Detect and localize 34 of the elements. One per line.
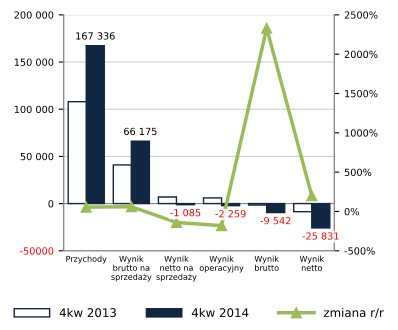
x-tick-label: Wynik operacyjny [200, 256, 244, 272]
x-tick-label: Wynik brutto [254, 256, 279, 271]
data-label: -25 831 [302, 232, 339, 240]
legend-label: 4kw 2014 [192, 308, 248, 318]
y-tick-label: 100 000 [14, 106, 54, 114]
y2-tick-label: 2000% [344, 50, 378, 58]
y2-tick-label: 1500% [345, 90, 378, 98]
point [306, 190, 318, 202]
y2-tick-label: -500% [344, 247, 375, 255]
data-label: -1 085 [170, 208, 200, 216]
point [80, 202, 92, 213]
legend-label: 4kw 2013 [60, 308, 116, 318]
y-tick-label: 0 [48, 200, 54, 208]
x-tick-label: Wynik netto na sprzedaży [156, 256, 197, 282]
data-label: -2 259 [215, 210, 246, 218]
point [126, 201, 137, 212]
point [216, 220, 228, 232]
y2-tick-label: 2500% [344, 11, 378, 19]
y2-tick-label: 1000% [345, 129, 378, 137]
data-label: 66 175 [124, 128, 157, 136]
y2-tick-label: 0% [344, 208, 359, 216]
x-tick-label: Przychody [66, 256, 107, 264]
y-tick-label: 50 000 [20, 152, 54, 160]
point [170, 216, 182, 228]
y-tick-label: 150 000 [14, 58, 54, 66]
y-tick-label: -50000 [20, 247, 54, 255]
y-tick-label: 200 000 [14, 11, 54, 19]
x-tick-label: Wynik netto [300, 256, 324, 271]
y2-tick-label: 500% [344, 168, 372, 176]
legend-label: zmiana r/r [324, 308, 384, 318]
data-label: -9 542 [260, 216, 290, 224]
point [261, 22, 272, 34]
x-tick-label: Wynik brutto na sprzedaży [111, 256, 152, 282]
data-label: 167 336 [76, 32, 115, 40]
